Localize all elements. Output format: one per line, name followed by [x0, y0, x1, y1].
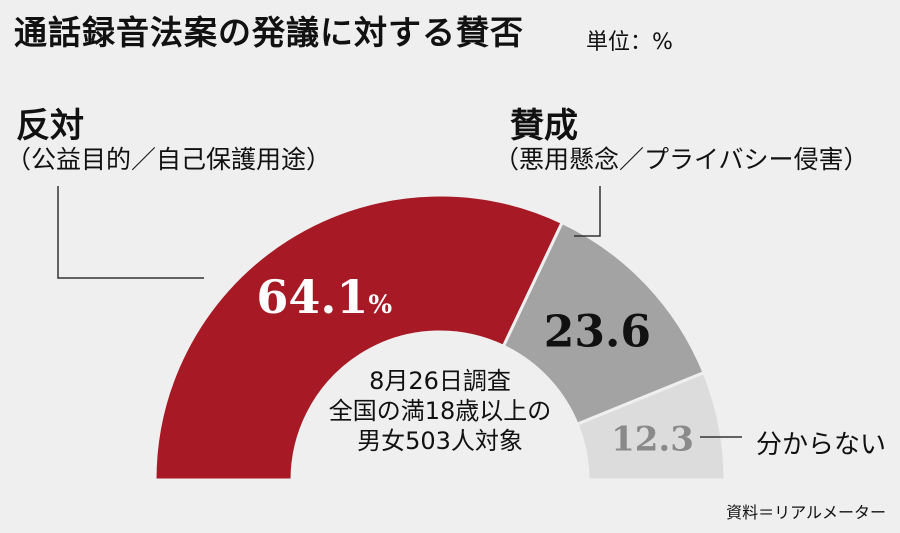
survey-note: 8月26日調査 全国の満18歳以上の 男女503人対象	[300, 366, 580, 456]
value-label-2: 23.6	[544, 307, 651, 358]
oppose-label: 反対	[16, 106, 84, 146]
unit-label: 単位：%	[586, 30, 673, 55]
slice-1	[153, 193, 565, 482]
source-note: 資料＝リアルメーター	[726, 503, 886, 522]
survey-note-line-2: 全国の満18歳以上の	[328, 397, 552, 425]
support-leader-line	[574, 186, 601, 237]
unknown-label: 分からない	[756, 430, 887, 460]
leader-lines	[57, 186, 742, 438]
oppose-leader-line	[57, 186, 204, 279]
value-labels: 64.1% 23.6 12.3	[256, 270, 694, 459]
survey-note-line-1: 8月26日調査	[369, 367, 511, 395]
slice-2	[501, 220, 706, 427]
oppose-reason-label: （公益目的／自己保護用途）	[6, 145, 332, 174]
chart-title: 通話録音法案の発議に対する賛否	[14, 13, 524, 52]
value-label-3: 12.3	[611, 419, 694, 459]
slice-3	[575, 370, 727, 482]
slices-layer	[153, 193, 727, 482]
support-reason-label: （悪用懸念／プライバシー侵害）	[494, 145, 869, 174]
support-label: 賛成	[510, 106, 578, 146]
value-label-1: 64.1%	[256, 270, 392, 324]
survey-note-line-3: 男女503人対象	[357, 427, 523, 455]
